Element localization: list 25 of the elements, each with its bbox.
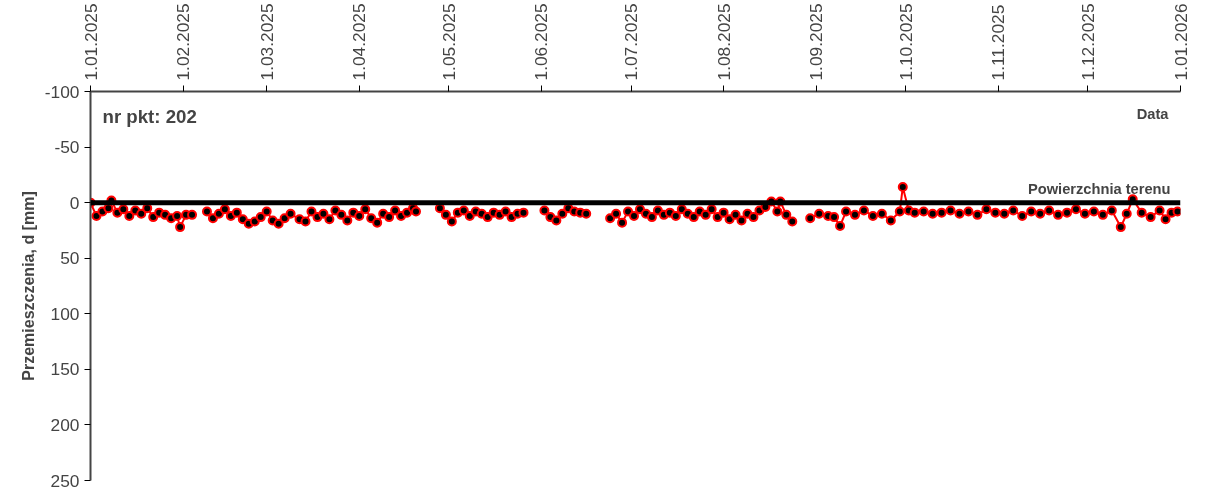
x-tick-label: 1.09.2025	[806, 3, 827, 81]
y-tick-label: 0	[69, 192, 80, 213]
x-tick-label: 1.01.2026	[1170, 3, 1191, 81]
annotation: nr pkt: 202	[102, 105, 197, 127]
y-tick-label: -100	[44, 81, 80, 102]
y-tick-label: 50	[60, 248, 80, 269]
x-tick-label: 1.11.2025	[988, 4, 1009, 81]
y-tick-label: -50	[54, 137, 80, 158]
y-tick-label: 250	[50, 470, 80, 491]
y-axis-title: Przemieszczenia, d [mm]	[19, 191, 37, 381]
x-tick-label: 1.01.2025	[80, 3, 101, 81]
x-tick-label: 1.07.2025	[621, 3, 642, 81]
x-tick-label: 1.03.2025	[256, 3, 277, 81]
x-tick-label: 1.12.2025	[1077, 3, 1098, 81]
x-tick-label: 1.04.2025	[349, 3, 370, 81]
ref-line-label: Powierzchnia terenu	[1027, 180, 1171, 197]
y-tick-label: 150	[50, 359, 80, 380]
x-tick-label: 1.06.2025	[531, 3, 552, 81]
x-tick-label: 1.08.2025	[713, 3, 734, 81]
x-axis-title: Data	[1136, 105, 1170, 122]
x-tick-label: 1.05.2025	[438, 3, 459, 81]
y-tick-label: 100	[50, 303, 80, 324]
x-tick-label: 1.10.2025	[895, 3, 916, 81]
y-tick-label: 200	[50, 414, 80, 435]
x-tick-label: 1.02.2025	[173, 3, 194, 81]
